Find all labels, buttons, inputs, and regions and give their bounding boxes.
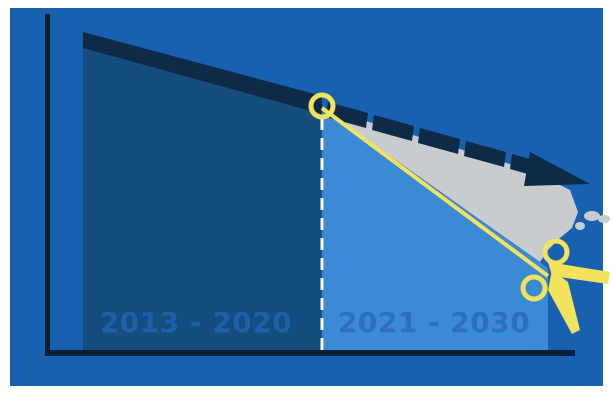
removed-emissions-wedge: [322, 108, 578, 262]
future-period-area: [322, 108, 548, 350]
trend-line-future-dashed: [326, 102, 540, 177]
dust-puffs: [575, 211, 610, 230]
period-label-future: 2021 - 2030: [338, 306, 530, 339]
x-axis: [45, 350, 575, 356]
scissors-icon: [520, 238, 610, 334]
period-label-past: 2013 - 2020: [100, 306, 292, 339]
trend-line-past: [83, 32, 322, 114]
trend-arrowhead: [524, 152, 590, 186]
past-period-area: [83, 40, 322, 350]
cut-line: [320, 106, 550, 278]
circle-marker-icon: [308, 92, 336, 120]
y-axis: [45, 14, 50, 356]
